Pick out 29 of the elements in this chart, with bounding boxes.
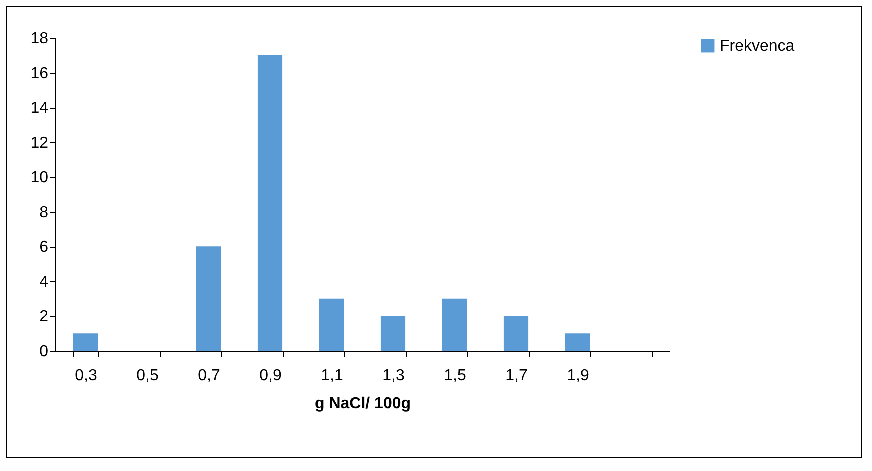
x-axis-title: g NaCl/ 100g xyxy=(314,396,412,412)
bar xyxy=(73,334,98,351)
y-tick-label: 14 xyxy=(30,100,49,118)
bar xyxy=(319,298,344,351)
x-tick-label: 0,3 xyxy=(75,368,98,384)
x-tick-label: 1,5 xyxy=(444,368,466,384)
y-tick-label: 18 xyxy=(30,30,49,48)
bar xyxy=(565,334,590,351)
x-tick-label: 0,5 xyxy=(136,368,159,384)
y-tick-label: 4 xyxy=(40,274,49,291)
y-tick-label: 16 xyxy=(30,65,49,82)
y-tick-label: 2 xyxy=(40,308,49,326)
legend-label: Frekvenca xyxy=(720,38,795,55)
bar xyxy=(380,316,406,351)
bar xyxy=(258,55,283,351)
x-tick-label: 0,7 xyxy=(198,368,220,384)
y-tick-label: 8 xyxy=(40,204,49,222)
y-tick-label: 10 xyxy=(30,170,49,187)
y-tick-label: 12 xyxy=(30,134,49,152)
x-tick-label: 1,1 xyxy=(321,368,344,384)
bar xyxy=(196,246,222,351)
x-tick-label: 1,9 xyxy=(567,368,590,384)
y-tick-label: 6 xyxy=(40,239,49,256)
bar xyxy=(504,316,529,351)
bar xyxy=(442,298,468,351)
x-tick-label: 1,7 xyxy=(506,368,528,384)
x-tick-label: 0,9 xyxy=(260,368,282,384)
x-tick-label: 1,3 xyxy=(382,368,405,384)
y-tick-label: 0 xyxy=(40,344,49,360)
